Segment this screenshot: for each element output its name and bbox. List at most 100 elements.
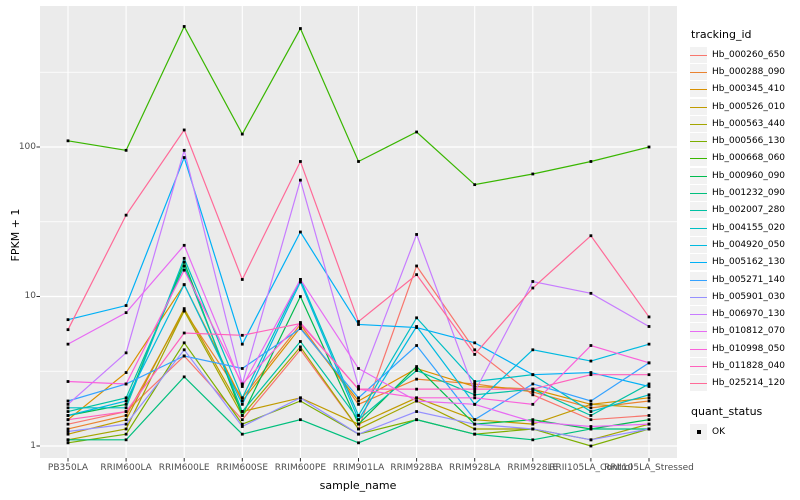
data-point bbox=[473, 380, 477, 383]
data-point bbox=[124, 410, 128, 413]
data-point bbox=[66, 427, 70, 431]
legend-item-Hb_006970_130: Hb_006970_130 bbox=[690, 305, 800, 323]
data-point bbox=[66, 418, 70, 422]
data-point bbox=[240, 422, 244, 426]
data-point bbox=[589, 444, 593, 448]
data-point bbox=[124, 396, 128, 400]
data-point bbox=[66, 414, 70, 417]
legend-label: Hb_001232_090 bbox=[712, 188, 786, 199]
data-point bbox=[357, 323, 360, 326]
data-point bbox=[299, 327, 302, 330]
data-point bbox=[473, 385, 477, 388]
quant-ok-point-icon bbox=[690, 423, 707, 440]
legend-label: Hb_004155_020 bbox=[712, 222, 786, 233]
data-point bbox=[182, 156, 186, 159]
data-point bbox=[357, 387, 360, 391]
x-tick-label: RRIM928LE bbox=[507, 463, 559, 473]
x-tick-label: RRII105LA_Control bbox=[549, 463, 633, 473]
data-point bbox=[357, 396, 360, 400]
legend: tracking_id Hb_000260_650 Hb_000288_090 Hb… bbox=[690, 28, 800, 440]
data-point bbox=[66, 342, 70, 346]
data-point bbox=[299, 27, 302, 30]
data-point bbox=[299, 280, 302, 284]
data-point bbox=[124, 371, 128, 374]
legend-key-line-icon bbox=[690, 271, 707, 288]
legend-item-Hb_025214_120: Hb_025214_120 bbox=[690, 375, 800, 392]
data-point bbox=[473, 393, 477, 397]
data-point bbox=[124, 414, 128, 417]
legend-label: Hb_002007_280 bbox=[712, 205, 786, 216]
data-point bbox=[473, 348, 477, 352]
data-point bbox=[66, 430, 70, 433]
legend-key-line-icon bbox=[690, 115, 707, 132]
data-point bbox=[357, 385, 360, 388]
x-tick-label: RRIM928LA bbox=[448, 463, 501, 473]
data-point bbox=[589, 359, 593, 363]
legend-label: Hb_010812_070 bbox=[712, 326, 786, 337]
data-point bbox=[647, 427, 651, 431]
data-point bbox=[66, 380, 70, 383]
data-point bbox=[415, 396, 418, 400]
data-point bbox=[66, 432, 70, 436]
legend-key-line-icon bbox=[690, 254, 707, 271]
legend-item-quant-ok: OK bbox=[690, 423, 800, 440]
legend-key-line-icon bbox=[690, 202, 707, 219]
data-point bbox=[357, 422, 360, 426]
data-point bbox=[66, 318, 70, 322]
data-point bbox=[473, 390, 477, 394]
legend-item-Hb_000566_130: Hb_000566_130 bbox=[690, 132, 800, 150]
data-point bbox=[124, 148, 128, 152]
data-point bbox=[240, 278, 244, 281]
data-point bbox=[240, 342, 244, 346]
data-point bbox=[415, 369, 418, 372]
legend-label: Hb_000563_440 bbox=[712, 118, 786, 129]
data-point bbox=[124, 432, 128, 436]
data-point bbox=[473, 418, 477, 422]
data-point bbox=[124, 311, 128, 315]
data-point bbox=[415, 365, 418, 368]
legend-label: Hb_011828_040 bbox=[712, 360, 786, 371]
legend-item-Hb_011828_040: Hb_011828_040 bbox=[690, 357, 800, 374]
data-point bbox=[531, 402, 535, 406]
data-point bbox=[357, 427, 360, 431]
legend-label: Hb_006970_130 bbox=[712, 309, 786, 320]
legend-label-quant-ok: OK bbox=[712, 426, 725, 437]
legend-key-line-icon bbox=[690, 98, 707, 115]
data-point bbox=[124, 304, 128, 307]
data-point bbox=[357, 160, 360, 163]
legend-label: Hb_000526_010 bbox=[712, 101, 786, 112]
data-point bbox=[240, 402, 244, 406]
data-point bbox=[66, 422, 70, 426]
data-point bbox=[647, 361, 651, 365]
data-point bbox=[415, 130, 418, 134]
legend-label: Hb_005271_140 bbox=[712, 274, 786, 285]
data-point bbox=[240, 432, 244, 436]
data-point bbox=[240, 132, 244, 136]
data-point bbox=[182, 148, 186, 152]
data-point bbox=[647, 385, 651, 388]
data-point bbox=[415, 233, 418, 236]
legend-item-Hb_001232_090: Hb_001232_090 bbox=[690, 184, 800, 202]
legend-key-line-icon bbox=[690, 46, 707, 63]
data-point bbox=[240, 399, 244, 403]
data-point bbox=[589, 418, 593, 422]
data-point bbox=[240, 414, 244, 417]
data-point bbox=[299, 160, 302, 163]
data-point bbox=[415, 377, 418, 381]
data-point bbox=[66, 328, 70, 332]
x-tick-label: RRIM600LA bbox=[100, 463, 152, 473]
data-point bbox=[589, 371, 593, 374]
legend-key-line-icon bbox=[690, 323, 707, 340]
data-point bbox=[415, 264, 418, 268]
data-point bbox=[182, 256, 186, 260]
data-point bbox=[589, 427, 593, 431]
data-point bbox=[66, 399, 70, 403]
data-point bbox=[589, 373, 593, 377]
data-point bbox=[357, 399, 360, 403]
data-point bbox=[647, 325, 651, 328]
data-point bbox=[357, 367, 360, 370]
data-point bbox=[182, 243, 186, 247]
legend-item-Hb_000960_090: Hb_000960_090 bbox=[690, 167, 800, 184]
y-tick-label: 10 bbox=[24, 291, 36, 301]
